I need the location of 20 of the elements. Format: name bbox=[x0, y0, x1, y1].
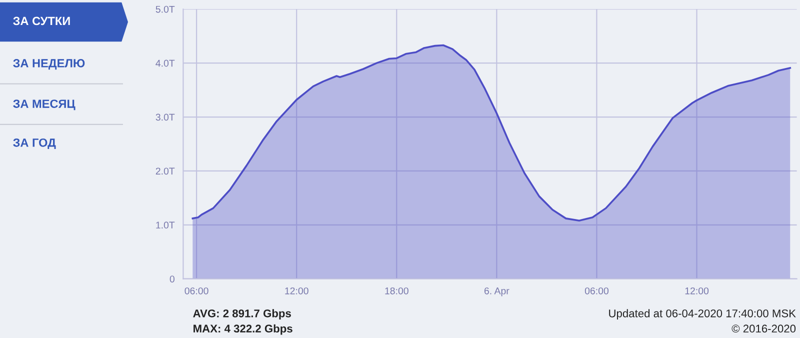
y-tick-label: 4.0T bbox=[156, 60, 175, 67]
x-tick-label: 6. Apr bbox=[484, 287, 510, 296]
x-tick-label: 12:00 bbox=[685, 287, 709, 294]
y-tick-label: 0 bbox=[170, 276, 174, 282]
text: Updated at 06-04-2020 17:40:00 MSK bbox=[609, 309, 796, 320]
x-tick-label: 12:00 bbox=[285, 287, 308, 294]
text: MAX: 4 322.2 Gbps bbox=[194, 324, 292, 335]
y-tick-label: 2.0T bbox=[156, 168, 175, 175]
text: ЗА ГОД bbox=[13, 138, 56, 150]
text: ЗА СУТКИ bbox=[13, 16, 70, 26]
x-tick-label: 06:00 bbox=[184, 287, 208, 294]
text: AVG: 2 891.7 Gbps bbox=[193, 309, 291, 320]
x-tick-label: 18:00 bbox=[385, 287, 408, 294]
text: © 2016-2020 bbox=[732, 324, 796, 333]
y-tick-label: 1.0T bbox=[156, 222, 175, 229]
text: ЗА МЕСЯЦ bbox=[13, 100, 76, 110]
x-tick-label: 06:00 bbox=[584, 287, 608, 294]
y-tick-label: 5.0T bbox=[156, 6, 175, 13]
y-tick-label: 3.0T bbox=[156, 114, 175, 121]
text: ЗА НЕДЕЛЮ bbox=[13, 59, 85, 70]
